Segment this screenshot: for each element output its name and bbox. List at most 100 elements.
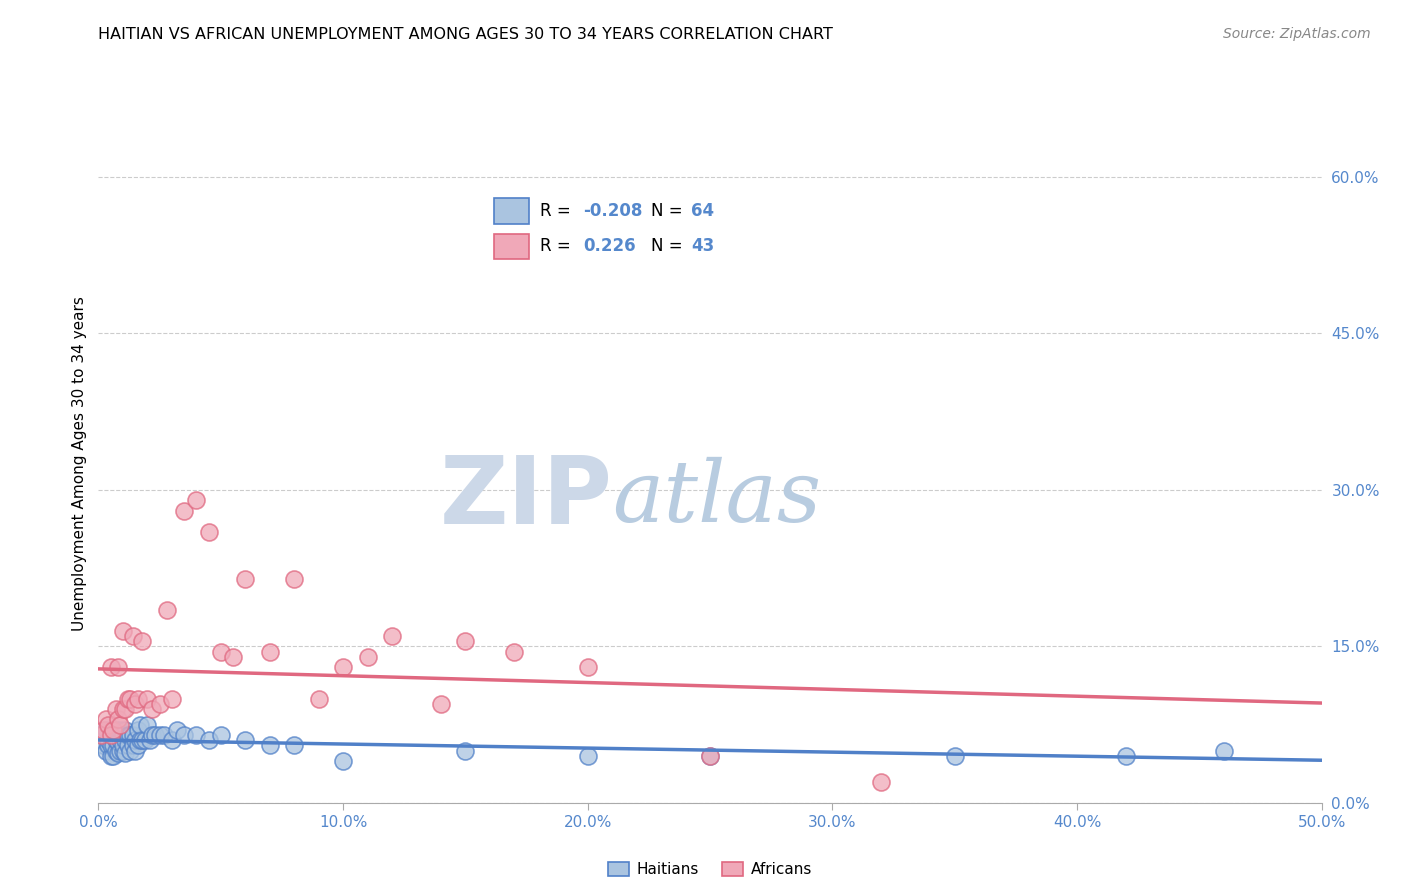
Point	[173, 504, 195, 518]
Point	[576, 660, 599, 674]
Point	[186, 493, 208, 508]
Point	[332, 754, 354, 768]
Point	[129, 717, 152, 731]
Point	[139, 733, 162, 747]
Text: HAITIAN VS AFRICAN UNEMPLOYMENT AMONG AGES 30 TO 34 YEARS CORRELATION CHART: HAITIAN VS AFRICAN UNEMPLOYMENT AMONG AG…	[98, 27, 834, 42]
Point	[114, 746, 136, 760]
Point	[117, 728, 139, 742]
Text: -0.208: -0.208	[583, 202, 643, 219]
Text: N =: N =	[651, 236, 688, 255]
Point	[120, 691, 142, 706]
Point	[699, 748, 721, 763]
Point	[143, 728, 166, 742]
Point	[197, 524, 219, 539]
Point	[332, 660, 354, 674]
Point	[381, 629, 404, 643]
Point	[101, 723, 124, 737]
Point	[127, 691, 149, 706]
Point	[124, 744, 146, 758]
Point	[110, 733, 132, 747]
Point	[97, 733, 120, 747]
Point	[149, 728, 172, 742]
Point	[233, 733, 256, 747]
Point	[101, 728, 124, 742]
Point	[104, 723, 127, 737]
Point	[111, 624, 134, 638]
Point	[111, 702, 134, 716]
Point	[233, 572, 256, 586]
Point	[141, 702, 163, 716]
Point	[100, 728, 122, 742]
Point	[114, 702, 136, 716]
Point	[104, 744, 127, 758]
Point	[107, 746, 129, 760]
Point	[173, 728, 195, 742]
Point	[454, 634, 477, 648]
Point	[699, 748, 721, 763]
Point	[127, 739, 149, 753]
Point	[97, 739, 120, 753]
Point	[110, 717, 132, 731]
Point	[153, 728, 176, 742]
Point	[259, 644, 281, 658]
Bar	[495, 234, 530, 260]
Text: R =: R =	[540, 236, 582, 255]
Point	[356, 649, 378, 664]
Point	[141, 728, 163, 742]
Point	[120, 744, 142, 758]
Point	[107, 724, 129, 739]
Point	[90, 733, 112, 747]
Point	[197, 733, 219, 747]
Point	[209, 644, 232, 658]
Point	[111, 744, 134, 758]
Point	[101, 739, 124, 753]
Y-axis label: Unemployment Among Ages 30 to 34 years: Unemployment Among Ages 30 to 34 years	[72, 296, 87, 632]
Point	[503, 644, 526, 658]
Text: N =: N =	[651, 202, 688, 219]
Text: Source: ZipAtlas.com: Source: ZipAtlas.com	[1223, 27, 1371, 41]
Point	[124, 733, 146, 747]
Point	[131, 733, 153, 747]
Point	[101, 748, 124, 763]
Text: R =: R =	[540, 202, 576, 219]
Point	[121, 629, 143, 643]
Point	[308, 691, 330, 706]
Point	[110, 744, 132, 758]
Point	[283, 739, 305, 753]
Point	[127, 723, 149, 737]
Point	[160, 733, 183, 747]
Point	[117, 691, 139, 706]
Point	[90, 728, 112, 742]
Point	[1115, 748, 1137, 763]
Point	[117, 739, 139, 753]
Point	[114, 733, 136, 747]
Text: ZIP: ZIP	[439, 451, 612, 544]
Point	[259, 739, 281, 753]
Point	[136, 717, 159, 731]
Point	[104, 733, 127, 747]
Point	[100, 748, 122, 763]
Point	[576, 748, 599, 763]
Point	[111, 739, 134, 753]
Point	[149, 697, 172, 711]
Point	[222, 649, 245, 664]
Point	[100, 660, 122, 674]
Point	[124, 697, 146, 711]
Point	[91, 723, 114, 737]
Point	[120, 728, 142, 742]
Point	[136, 691, 159, 706]
Point	[94, 744, 117, 758]
Point	[134, 733, 156, 747]
Point	[870, 775, 893, 789]
Point	[129, 733, 152, 747]
Point	[91, 728, 114, 742]
Point	[430, 697, 453, 711]
Legend: Haitians, Africans: Haitians, Africans	[602, 856, 818, 883]
Point	[131, 634, 153, 648]
Point	[100, 739, 122, 753]
Point	[121, 739, 143, 753]
Point	[186, 728, 208, 742]
Point	[94, 723, 117, 737]
Text: 64: 64	[690, 202, 714, 219]
Point	[111, 728, 134, 742]
